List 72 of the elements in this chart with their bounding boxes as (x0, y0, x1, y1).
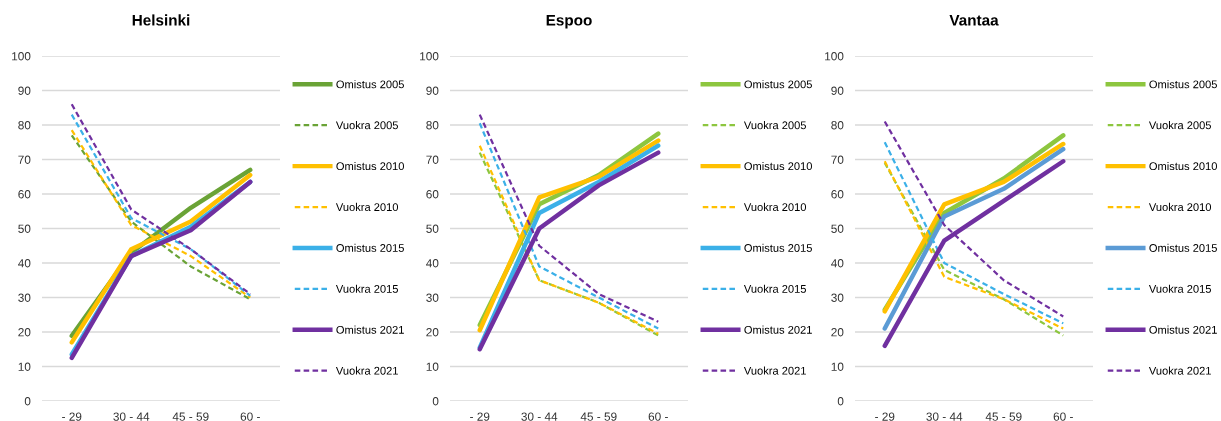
y-tick-label: 0 (837, 397, 844, 406)
y-tick-label: 30 (426, 293, 439, 302)
chart-title: Vantaa (949, 14, 999, 26)
legend-label: Vuokra 2021 (335, 366, 398, 375)
legend-label: Vuokra 2021 (1148, 366, 1211, 375)
x-tick-label: 60 - (648, 412, 668, 421)
legend-label: Omistus 2021 (1149, 325, 1217, 334)
y-tick-label: 100 (825, 52, 844, 61)
y-tick-label: 80 (18, 121, 31, 130)
legend-label: Vuokra 2015 (1148, 284, 1211, 293)
x-tick-label: 60 - (1053, 412, 1073, 421)
legend-label: Vuokra 2010 (335, 202, 399, 212)
legend-label: Vuokra 2005 (743, 121, 806, 130)
y-tick-label: 50 (18, 224, 31, 233)
legend-label: Omistus 2021 (336, 325, 404, 334)
y-tick-label: 50 (426, 224, 439, 233)
x-tick-label: 30 - 44 (926, 412, 963, 421)
y-tick-label: 10 (18, 362, 31, 371)
chart-title: Espoo (546, 14, 592, 29)
y-tick-label: 80 (831, 121, 844, 130)
legend-label: Omistus 2010 (744, 161, 812, 171)
x-tick-label: - 29 (875, 412, 895, 421)
y-tick-label: 80 (426, 121, 439, 130)
legend-label: Vuokra 2015 (335, 284, 398, 293)
y-tick-label: 40 (426, 259, 439, 268)
legend-label: Omistus 2021 (744, 325, 812, 334)
y-tick-label: 40 (831, 259, 844, 268)
y-tick-label: 50 (831, 224, 844, 233)
x-tick-label: 60 - (240, 412, 260, 421)
x-tick-label: - 29 (470, 412, 490, 421)
legend-label: Vuokra 2015 (743, 284, 806, 293)
y-tick-label: 70 (18, 155, 31, 164)
legend-label: Omistus 2005 (744, 80, 812, 89)
y-tick-label: 70 (831, 155, 844, 164)
y-tick-label: 70 (426, 155, 439, 164)
legend-label: Vuokra 2010 (743, 202, 807, 212)
legend-label: Omistus 2005 (1149, 80, 1217, 89)
y-tick-label: 60 (426, 190, 439, 199)
legend-label: Omistus 2010 (336, 161, 404, 171)
legend-label: Omistus 2015 (336, 243, 404, 252)
legend-label: Vuokra 2005 (335, 121, 398, 130)
y-tick-label: 10 (426, 362, 439, 371)
x-tick-label: - 29 (62, 412, 82, 421)
legend-label: Omistus 2010 (1149, 161, 1217, 171)
legend-label: Vuokra 2010 (1148, 202, 1212, 212)
y-tick-label: 30 (18, 293, 31, 302)
y-tick-label: 0 (24, 397, 31, 406)
y-tick-label: 30 (831, 293, 844, 302)
legend-label: Omistus 2015 (744, 243, 812, 252)
y-tick-label: 0 (432, 397, 439, 406)
y-tick-label: 10 (831, 362, 844, 371)
y-tick-label: 40 (18, 259, 31, 268)
y-tick-label: 90 (18, 86, 31, 95)
legend-label: Vuokra 2021 (743, 366, 806, 375)
y-tick-label: 20 (831, 328, 844, 337)
y-tick-label: 20 (18, 328, 31, 337)
y-tick-label: 20 (426, 328, 439, 337)
y-tick-label: 100 (12, 52, 31, 61)
x-tick-label: 45 - 59 (580, 412, 617, 421)
legend-label: Omistus 2015 (1149, 243, 1217, 252)
y-tick-label: 60 (18, 190, 31, 199)
y-tick-label: 60 (831, 190, 844, 199)
y-tick-label: 100 (420, 52, 439, 61)
y-tick-label: 90 (426, 86, 439, 95)
y-tick-label: 90 (831, 86, 844, 95)
legend-label: Omistus 2005 (336, 80, 404, 89)
x-tick-label: 30 - 44 (113, 412, 150, 421)
x-tick-label: 30 - 44 (521, 412, 558, 421)
legend-label: Vuokra 2005 (1148, 121, 1211, 130)
x-tick-label: 45 - 59 (985, 412, 1022, 421)
x-tick-label: 45 - 59 (172, 412, 209, 421)
chart-title: Helsinki (132, 14, 190, 26)
